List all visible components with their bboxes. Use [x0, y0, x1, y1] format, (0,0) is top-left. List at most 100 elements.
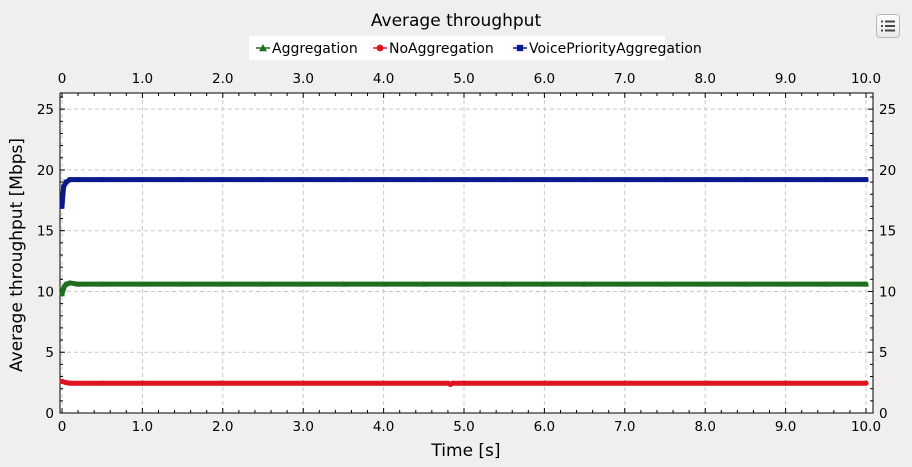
marker-triangle [702, 281, 709, 287]
marker-triangle [501, 281, 508, 287]
x-tick-label-bottom: 9.0 [775, 419, 796, 435]
x-tick-label-top: 0 [58, 71, 67, 87]
x-tick-label-top: 1.0 [132, 71, 153, 87]
marker-square [823, 177, 829, 183]
x-tick-label-top: 4.0 [373, 71, 394, 87]
marker-triangle [300, 281, 307, 287]
marker-circle [863, 380, 869, 386]
marker-square [421, 177, 427, 183]
y-tick-label-left: 0 [45, 406, 54, 422]
legend-label: VoicePriorityAggregation [529, 41, 702, 57]
marker-square [622, 177, 628, 183]
marker-triangle [742, 281, 749, 287]
y-axis-label: Average throughput [Mbps] [7, 138, 27, 372]
marker-square [783, 177, 788, 183]
legend-background [249, 36, 665, 60]
marker-circle [461, 380, 467, 386]
marker-triangle [59, 290, 65, 297]
marker-triangle [219, 281, 226, 287]
marker-triangle [662, 281, 668, 287]
marker-triangle [179, 281, 186, 287]
series-aggregation [59, 279, 869, 297]
plot-area: 001.01.02.02.03.03.04.04.05.05.06.06.07.… [37, 71, 896, 435]
marker-triangle [99, 281, 106, 287]
legend-label: Aggregation [272, 41, 358, 57]
marker-triangle [420, 281, 427, 287]
y-tick-label-left: 20 [37, 163, 54, 179]
marker-triangle [67, 279, 74, 286]
x-tick-label-top: 9.0 [775, 71, 796, 87]
marker-triangle [259, 44, 267, 52]
marker-triangle [863, 281, 869, 287]
chart-menu-button[interactable] [876, 14, 900, 38]
x-tick-label-bottom: 1.0 [132, 419, 153, 435]
marker-square [99, 177, 105, 183]
x-tick-label-top: 7.0 [614, 71, 635, 87]
marker-circle [67, 380, 73, 386]
plot-background [60, 93, 873, 413]
x-tick-label-bottom: 5.0 [453, 419, 474, 435]
marker-square [260, 177, 266, 183]
marker-circle [139, 380, 145, 386]
marker-square [341, 177, 346, 183]
x-tick-label-bottom: 6.0 [534, 419, 555, 435]
marker-triangle [340, 281, 347, 287]
marker-circle [622, 380, 628, 386]
marker-triangle [541, 281, 548, 287]
y-tick-label-left: 10 [37, 284, 54, 300]
marker-triangle [75, 281, 82, 287]
marker-circle [220, 380, 226, 386]
marker-square [59, 203, 65, 209]
marker-square [542, 177, 547, 183]
marker-square [300, 177, 306, 183]
x-tick-label-top: 3.0 [292, 71, 313, 87]
marker-triangle [60, 284, 67, 291]
x-axis-label: Time [s] [430, 441, 500, 461]
x-tick-label-top: 6.0 [534, 71, 555, 87]
marker-triangle [621, 281, 628, 287]
marker-triangle [260, 281, 266, 287]
legend: Aggregation NoAggregation VoicePriorityAgg… [249, 36, 702, 60]
x-tick-label-bottom: 10.0 [851, 419, 881, 435]
list-menu-icon [881, 20, 895, 32]
marker-circle [300, 380, 306, 386]
y-tick-label-right: 20 [879, 163, 896, 179]
marker-square [140, 177, 145, 183]
marker-circle [702, 380, 708, 386]
chart-title: Average throughput [371, 11, 542, 31]
marker-square [501, 177, 507, 183]
marker-square [63, 179, 69, 185]
legend-item-aggregation: Aggregation [256, 41, 358, 57]
marker-square [582, 177, 587, 183]
marker-triangle [581, 281, 588, 287]
marker-square [461, 177, 467, 183]
x-tick-label-bottom: 3.0 [292, 419, 313, 435]
y-tick-label-right: 10 [879, 284, 896, 300]
marker-square [381, 177, 386, 183]
marker-square [220, 177, 226, 183]
marker-square [702, 177, 708, 183]
y-tick-label-left: 15 [37, 224, 54, 240]
marker-square [67, 177, 73, 183]
legend-label: NoAggregation [389, 41, 494, 57]
marker-circle [541, 380, 547, 386]
x-tick-label-bottom: 4.0 [373, 419, 394, 435]
x-tick-label-bottom: 0 [58, 419, 67, 435]
y-tick-label-right: 25 [879, 102, 896, 118]
y-tick-label-right: 15 [879, 224, 896, 240]
x-tick-label-bottom: 2.0 [212, 419, 233, 435]
y-tick-label-right: 0 [879, 406, 888, 422]
marker-triangle [822, 281, 829, 287]
series-noaggregation [59, 378, 869, 387]
marker-square [516, 44, 524, 52]
marker-square [75, 177, 81, 183]
marker-triangle [139, 281, 146, 287]
y-tick-label-left: 5 [45, 345, 54, 361]
marker-square [61, 184, 67, 190]
marker-triangle [461, 281, 467, 287]
x-tick-label-bottom: 8.0 [694, 419, 715, 435]
marker-triangle [782, 281, 789, 287]
x-tick-label-top: 8.0 [694, 71, 715, 87]
marker-circle [376, 44, 384, 52]
